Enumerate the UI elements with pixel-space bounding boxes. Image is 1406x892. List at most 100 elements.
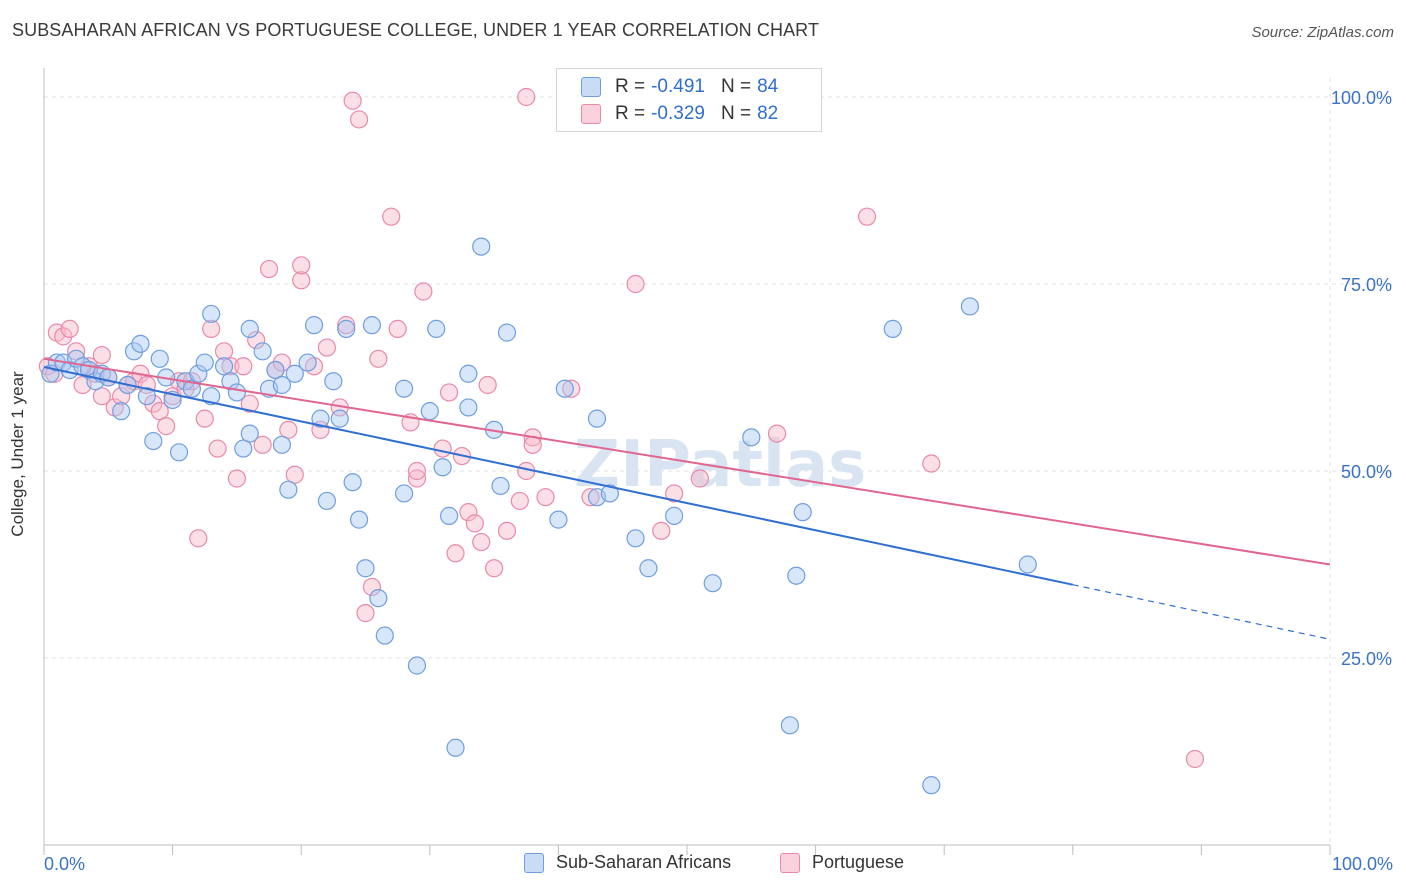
point-subsaharan	[285, 364, 304, 383]
point-portuguese	[497, 521, 517, 540]
point-subsaharan	[472, 237, 491, 256]
point-portuguese	[349, 110, 369, 129]
point-subsaharan	[227, 383, 246, 402]
point-subsaharan	[317, 491, 337, 511]
point-portuguese	[157, 417, 176, 436]
point-subsaharan	[279, 480, 298, 499]
point-subsaharan	[587, 409, 607, 428]
point-subsaharan	[446, 738, 465, 757]
point-subsaharan	[189, 364, 208, 383]
point-subsaharan	[150, 349, 169, 368]
point-portuguese	[240, 394, 259, 413]
bottom-legend-label-subsaharan: Sub-Saharan Africans	[556, 852, 732, 872]
point-subsaharan	[922, 776, 941, 795]
point-portuguese	[433, 439, 452, 458]
point-subsaharan	[459, 398, 478, 417]
point-subsaharan	[369, 589, 388, 608]
legend-swatch-blue	[581, 77, 601, 97]
legend-swatch-pink	[581, 104, 601, 124]
point-portuguese	[38, 357, 57, 376]
point-portuguese	[259, 259, 279, 279]
point-subsaharan	[253, 342, 272, 361]
point-subsaharan	[324, 372, 343, 391]
legend-row-subsaharan: R = -0.491 N = 84	[581, 75, 778, 99]
point-portuguese	[369, 349, 388, 368]
legend-r-label: R =	[615, 103, 646, 124]
chart-title: SUBSAHARAN AFRICAN VS PORTUGUESE COLLEGE…	[12, 20, 820, 40]
point-subsaharan	[420, 402, 439, 421]
point-subsaharan	[202, 387, 221, 406]
point-portuguese	[362, 577, 382, 597]
legend-row-portuguese: R = -0.329 N = 82	[581, 102, 778, 126]
legend-r-value: -0.329	[651, 103, 705, 124]
bottom-legend-portuguese: Portuguese	[780, 852, 904, 873]
point-portuguese	[195, 409, 214, 428]
point-subsaharan	[182, 379, 201, 398]
point-subsaharan	[375, 626, 394, 645]
point-subsaharan	[214, 357, 234, 376]
point-subsaharan	[99, 368, 118, 387]
point-subsaharan	[491, 476, 510, 496]
point-portuguese	[343, 91, 362, 110]
point-subsaharan	[600, 484, 619, 503]
point-subsaharan	[549, 510, 568, 529]
y-tick-label: 100.0%	[1331, 88, 1392, 108]
point-portuguese	[690, 469, 709, 488]
point-portuguese	[510, 491, 529, 511]
legend-r-value: -0.491	[651, 76, 705, 97]
point-subsaharan	[459, 364, 478, 383]
point-subsaharan	[144, 431, 163, 451]
point-subsaharan	[394, 484, 414, 503]
bottom-legend-swatch-blue	[524, 852, 544, 873]
point-portuguese	[485, 559, 504, 578]
point-subsaharan	[266, 360, 285, 380]
point-portuguese	[54, 327, 73, 346]
point-portuguese	[317, 338, 337, 357]
point-portuguese	[388, 319, 407, 338]
point-subsaharan	[960, 297, 980, 316]
point-portuguese	[253, 435, 272, 454]
point-portuguese	[665, 484, 684, 503]
point-portuguese	[208, 439, 227, 458]
point-subsaharan	[169, 443, 189, 462]
point-subsaharan	[883, 319, 902, 338]
point-portuguese	[459, 503, 478, 522]
point-portuguese	[150, 402, 169, 421]
point-portuguese	[214, 342, 234, 361]
point-subsaharan	[304, 316, 324, 335]
point-portuguese	[446, 544, 465, 563]
point-subsaharan	[626, 529, 645, 548]
y-tick-label: 25.0%	[1341, 649, 1392, 669]
point-subsaharan	[555, 379, 574, 398]
point-portuguese	[652, 521, 671, 540]
point-subsaharan	[272, 375, 292, 395]
point-subsaharan	[195, 353, 214, 372]
point-portuguese	[626, 274, 645, 294]
point-subsaharan	[330, 409, 349, 428]
point-portuguese	[67, 342, 86, 361]
point-subsaharan	[394, 379, 414, 398]
point-portuguese	[247, 331, 266, 350]
point-subsaharan	[427, 319, 446, 338]
point-portuguese	[407, 469, 427, 488]
trendline-subsaharan	[43, 366, 1074, 586]
point-portuguese	[221, 357, 240, 376]
point-portuguese	[465, 514, 484, 533]
point-subsaharan	[497, 323, 517, 342]
point-subsaharan	[665, 506, 684, 525]
point-portuguese	[189, 529, 208, 548]
point-portuguese	[414, 282, 433, 301]
point-portuguese	[279, 420, 298, 439]
point-subsaharan	[349, 510, 369, 529]
x-tick-label: 0.0%	[44, 854, 85, 874]
point-portuguese	[272, 353, 292, 372]
trendline-portuguese	[43, 357, 1331, 566]
point-subsaharan	[439, 506, 459, 525]
point-subsaharan	[407, 656, 427, 675]
point-portuguese	[202, 319, 221, 338]
point-portuguese	[382, 207, 401, 226]
point-portuguese	[60, 319, 79, 338]
point-subsaharan	[272, 435, 292, 454]
point-portuguese	[292, 256, 311, 275]
